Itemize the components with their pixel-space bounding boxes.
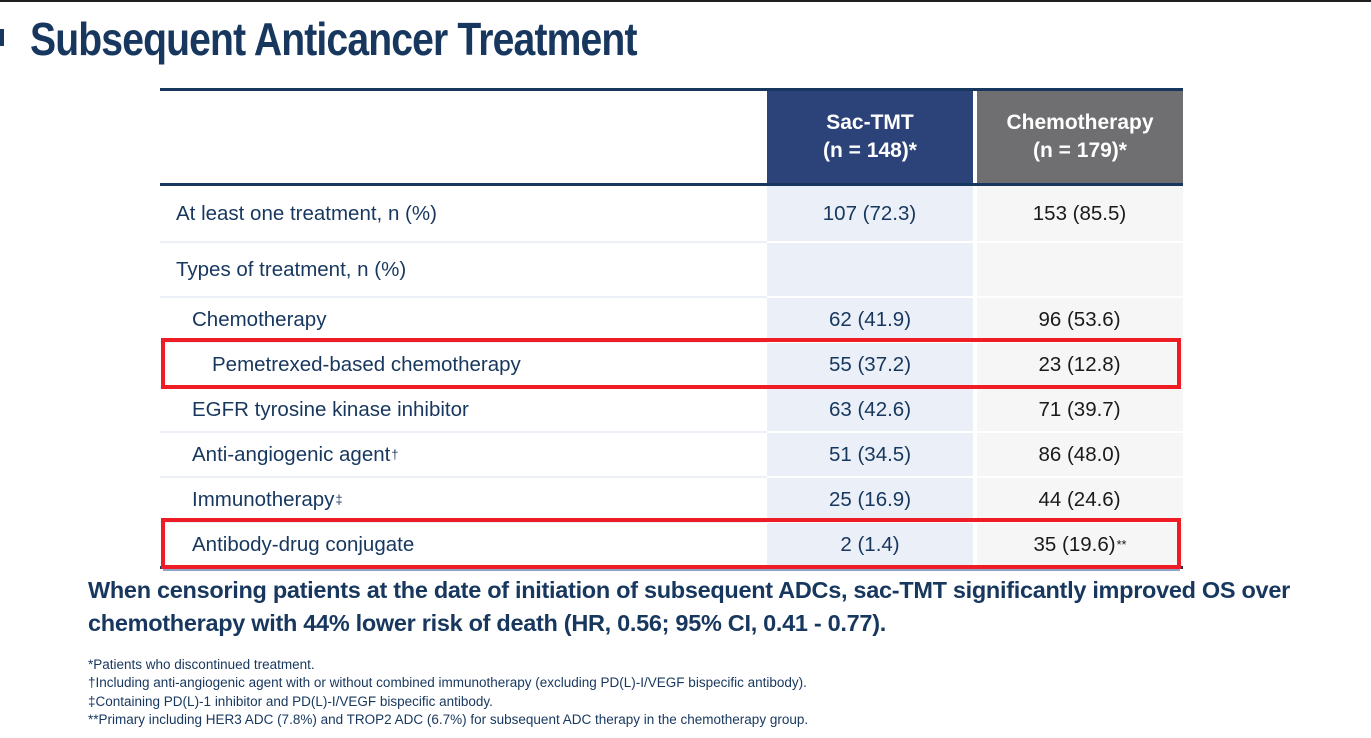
- row-label: Antibody-drug conjugate: [160, 521, 767, 566]
- sac-tmt-header-n: (n = 148)*: [823, 139, 917, 162]
- row-label: Anti-angiogenic agent †: [160, 431, 767, 476]
- footnotes: *Patients who discontinued treatment. †I…: [88, 656, 808, 730]
- row-label: Chemotherapy: [160, 296, 767, 341]
- sac-tmt-header-label: Sac-TMT: [826, 110, 914, 134]
- table-row-chemotherapy: Chemotherapy 62 (41.9) 96 (53.6): [160, 296, 1183, 341]
- header-empty-cell: [160, 91, 767, 183]
- table-header-row: Sac-TMT (n = 148)* Chemotherapy (n = 179…: [160, 91, 1183, 186]
- chemotherapy-value: 153 (85.5): [977, 186, 1183, 241]
- table-row-immunotherapy: Immunotherapy ‡ 25 (16.9) 44 (24.6): [160, 476, 1183, 521]
- sac-tmt-value: 51 (34.5): [767, 431, 973, 476]
- page-title: Subsequent Anticancer Treatment: [30, 13, 637, 65]
- sac-tmt-value: 62 (41.9): [767, 296, 973, 341]
- table-row-pemetrexed-based-chemotherapy: Pemetrexed-based chemotherapy 55 (37.2) …: [160, 338, 1183, 389]
- chemotherapy-header-n: (n = 179)*: [1033, 139, 1127, 162]
- footnote-double-asterisk: **Primary including HER3 ADC (7.8%) and …: [88, 712, 809, 728]
- chemotherapy-value: 35 (19.6) **: [977, 521, 1183, 566]
- sac-tmt-value: 25 (16.9): [767, 476, 973, 521]
- table-row-at-least-one-treatment: At least one treatment, n (%) 107 (72.3)…: [160, 186, 1183, 241]
- chemotherapy-value: 44 (24.6): [977, 476, 1183, 521]
- chemotherapy-value: 23 (12.8): [977, 341, 1183, 386]
- sac-tmt-value: 63 (42.6): [767, 386, 973, 431]
- sac-tmt-value: 2 (1.4): [767, 521, 973, 566]
- row-label: At least one treatment, n (%): [176, 201, 437, 225]
- table-row-types-of-treatment: Types of treatment, n (%): [160, 241, 1183, 296]
- chemotherapy-value: 86 (48.0): [977, 431, 1183, 476]
- footnote-asterisk: *Patients who discontinued treatment.: [88, 657, 315, 672]
- table-row-anti-angiogenic-agent: Anti-angiogenic agent † 51 (34.5) 86 (48.…: [160, 431, 1183, 476]
- corner-accent: [0, 29, 4, 46]
- row-label: Immunotherapy ‡: [160, 476, 767, 521]
- chemotherapy-value: [977, 241, 1183, 296]
- chemotherapy-header-label: Chemotherapy: [1006, 110, 1154, 134]
- sac-tmt-value: 107 (72.3): [767, 186, 973, 241]
- chemotherapy-value: 96 (53.6): [977, 296, 1183, 341]
- chemotherapy-value: 71 (39.7): [977, 386, 1183, 431]
- key-finding-statement: When censoring patients at the date of i…: [88, 577, 1290, 636]
- table-body: At least one treatment, n (%) 107 (72.3)…: [160, 186, 1183, 569]
- sac-tmt-value: [767, 241, 973, 296]
- row-label: EGFR tyrosine kinase inhibitor: [160, 386, 767, 431]
- sac-tmt-value: 55 (37.2): [767, 341, 973, 386]
- header-column-gap: [973, 91, 977, 183]
- table-row-egfr-tki: EGFR tyrosine kinase inhibitor 63 (42.6)…: [160, 386, 1183, 431]
- row-label: Types of treatment, n (%): [160, 241, 767, 296]
- footnote-dagger: †Including anti-angiogenic agent with or…: [88, 675, 807, 691]
- table-row-antibody-drug-conjugate: Antibody-drug conjugate 2 (1.4) 35 (19.6…: [160, 518, 1183, 569]
- column-header-sac-tmt: Sac-TMT (n = 148)*: [767, 91, 973, 183]
- treatment-table: Sac-TMT (n = 148)* Chemotherapy (n = 179…: [160, 88, 1183, 569]
- row-label: Pemetrexed-based chemotherapy: [160, 341, 767, 386]
- column-header-chemotherapy: Chemotherapy (n = 179)*: [977, 91, 1183, 183]
- footnote-double-dagger: ‡Containing PD(L)-1 inhibitor and PD(L)-…: [88, 693, 493, 709]
- slide-top-edge: [0, 0, 1371, 2]
